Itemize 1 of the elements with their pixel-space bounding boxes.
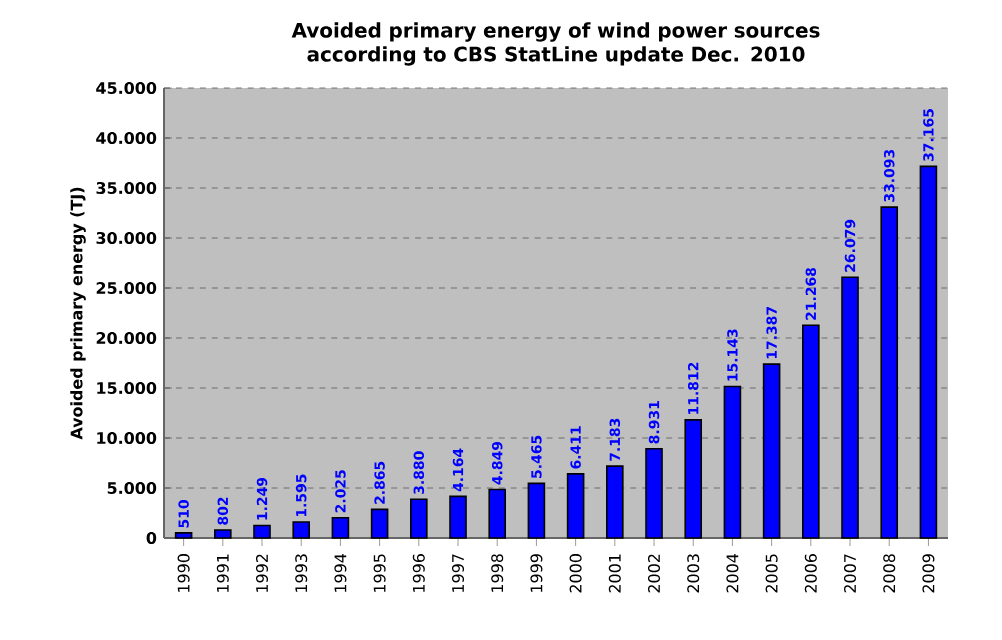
chart-title: Avoided primary energy of wind power sources according to CBS StatLine update Dec. 2010 bbox=[291, 22, 820, 66]
